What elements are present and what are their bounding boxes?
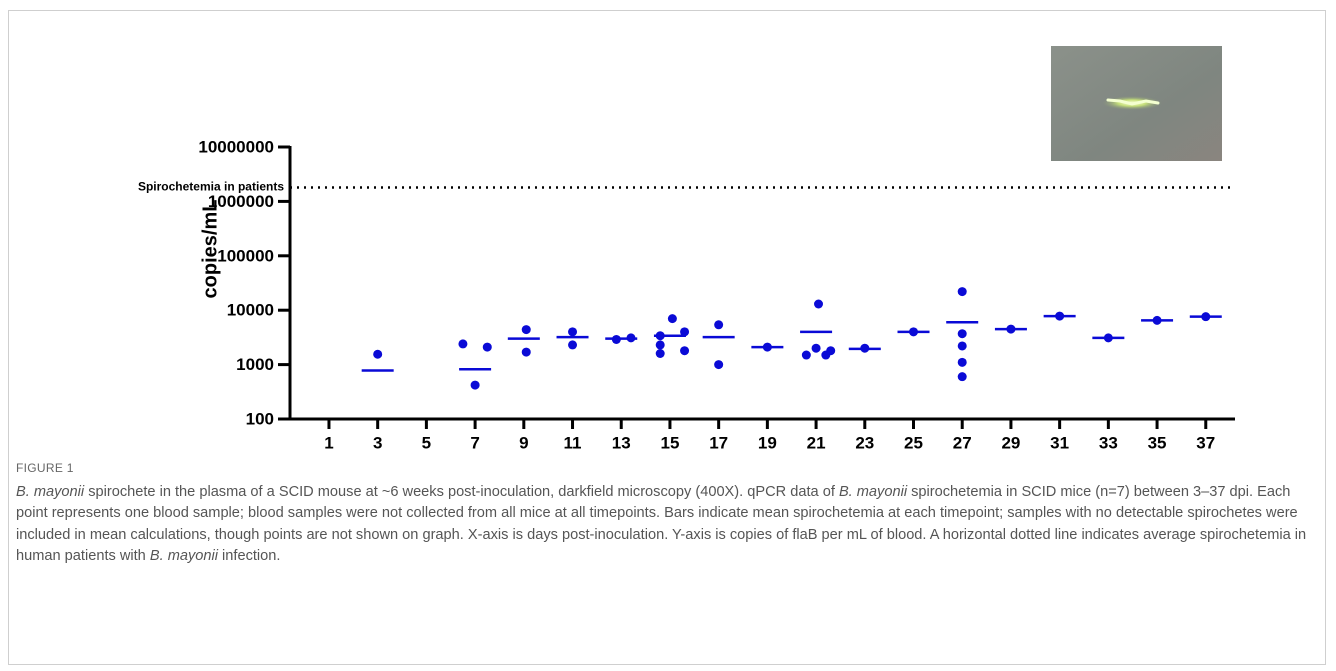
data-point (860, 343, 870, 353)
data-point (655, 340, 665, 350)
data-point (814, 299, 824, 309)
x-tick-label: 9 (519, 433, 528, 452)
chart: copies/mL dpi 10010001000010000010000001… (138, 46, 1235, 452)
data-point (626, 333, 636, 343)
reference-line-label: Spirochetemia in patients (138, 180, 284, 194)
data-point (957, 357, 967, 367)
caption-segment: spirochete in the plasma of a SCID mouse… (84, 483, 839, 500)
x-tick-label: 5 (422, 433, 431, 452)
y-tick-label: 100 (246, 409, 274, 428)
data-point (826, 346, 836, 356)
y-axis-label: copies/mL (199, 200, 221, 299)
y-tick-label: 100000 (217, 246, 274, 265)
data-point (801, 350, 811, 360)
data-point (655, 348, 665, 358)
data-point (957, 329, 967, 339)
data-point (957, 341, 967, 351)
x-tick-label: 15 (660, 433, 679, 452)
data-point (957, 372, 967, 382)
data-point (458, 339, 468, 349)
caption-segment: B. mayonii (149, 548, 218, 564)
data-point (1103, 333, 1113, 343)
data-point (482, 342, 492, 352)
data-point (373, 349, 383, 359)
x-tick-label: 17 (709, 433, 728, 452)
caption-segment: B. mayonii (838, 483, 908, 500)
data-point (1055, 311, 1065, 321)
x-tick-label: 3 (373, 433, 382, 452)
x-tick-label: 13 (612, 433, 631, 452)
data-point (521, 347, 531, 357)
x-tick-label: 21 (807, 433, 826, 452)
caption: FIGURE 1 B. mayonii spirochete in the pl… (16, 458, 1316, 568)
x-tick-label: 35 (1148, 433, 1167, 452)
data-point (1006, 324, 1016, 334)
data-point (714, 320, 724, 330)
caption-segment: B. mayonii (16, 483, 85, 500)
data-point (611, 334, 621, 344)
data-point (1152, 315, 1162, 325)
figure-frame (8, 10, 1326, 665)
data-point (667, 314, 677, 324)
micrograph-inset (1051, 46, 1222, 161)
y-tick-label: 1000000 (208, 192, 274, 211)
caption-segment: infection. (218, 548, 281, 564)
data-point (909, 327, 919, 337)
data-point (655, 331, 665, 341)
x-tick-label: 31 (1050, 433, 1069, 452)
data-point (680, 327, 690, 337)
x-tick-label: 11 (564, 433, 582, 452)
data-point (811, 343, 821, 353)
data-point (568, 340, 578, 350)
caption-text: B. mayonii spirochete in the plasma of a… (16, 482, 1316, 568)
data-point (714, 360, 724, 370)
data-point (680, 346, 690, 356)
y-tick-label: 10000 (227, 301, 274, 320)
y-tick-label: 10000000 (198, 137, 274, 156)
x-tick-label: 27 (953, 433, 972, 452)
data-point (1201, 312, 1211, 322)
data-point (957, 287, 967, 297)
x-tick-label: 29 (1001, 433, 1020, 452)
x-tick-label: 33 (1099, 433, 1118, 452)
data-point (568, 327, 578, 337)
x-tick-label: 19 (758, 433, 777, 452)
x-tick-label: 25 (904, 433, 923, 452)
data-point (521, 325, 531, 335)
caption-segment: spirochetemia in SCID mice (n=7) between… (16, 483, 1307, 565)
x-tick-label: 23 (855, 433, 874, 452)
data-point (762, 342, 772, 352)
caption-label: FIGURE 1 (16, 461, 74, 475)
x-tick-label: 37 (1196, 433, 1215, 452)
data-point (470, 380, 480, 390)
x-tick-label: 1 (324, 433, 333, 452)
y-tick-label: 1000 (236, 355, 274, 374)
x-tick-label: 7 (470, 433, 479, 452)
